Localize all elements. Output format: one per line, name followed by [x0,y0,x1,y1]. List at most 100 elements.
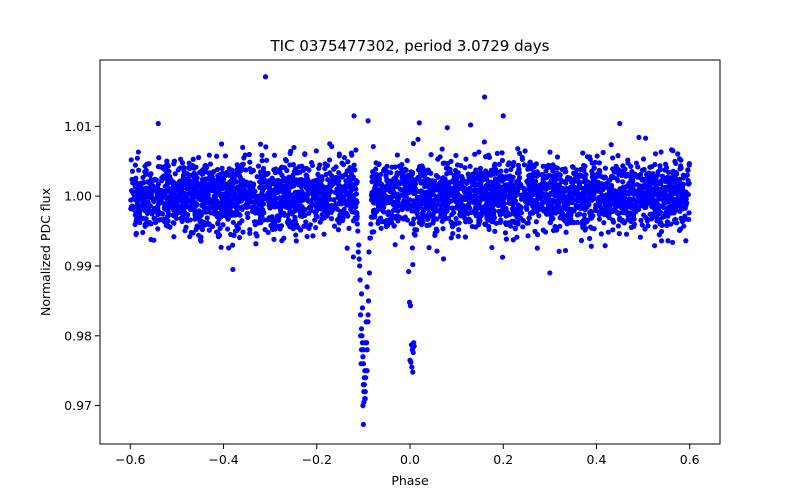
baseline-data-point [322,194,328,201]
baseline-data-point [369,179,375,185]
baseline-data-point [271,236,277,242]
baseline-data-point [417,188,423,195]
baseline-data-point [600,149,606,156]
x-tick-label: 0.6 [680,452,700,467]
baseline-data-point [247,227,253,233]
baseline-data-point [658,149,664,155]
baseline-data-point [475,172,482,178]
baseline-data-point [254,193,261,199]
baseline-data-point [164,180,171,186]
baseline-data-point [435,202,441,208]
baseline-data-point [442,205,448,211]
baseline-data-point [640,156,647,162]
baseline-data-point [172,171,178,177]
baseline-data-point [151,196,157,202]
baseline-data-point [312,202,318,208]
baseline-data-point [322,161,328,167]
baseline-data-point [574,212,581,218]
baseline-data-point [158,216,164,223]
baseline-data-point [619,217,626,224]
baseline-data-point [283,158,289,164]
baseline-data-point [478,184,484,190]
baseline-data-point [176,183,182,189]
baseline-data-point [383,174,389,180]
baseline-data-point [271,152,278,158]
baseline-data-point [529,199,536,205]
transit-data-point [361,389,367,395]
baseline-data-point [620,184,626,190]
outlier-data-point [481,94,488,100]
baseline-data-point [556,209,562,215]
outlier-data-point [617,120,623,127]
baseline-data-point [176,179,182,185]
baseline-data-point [341,211,347,217]
baseline-data-point [636,198,642,204]
baseline-data-point [478,206,485,212]
baseline-data-point [184,218,191,224]
baseline-data-point [633,160,640,166]
baseline-data-point [166,212,172,218]
baseline-data-point [244,197,251,204]
baseline-data-point [408,183,414,189]
baseline-data-point [587,224,594,230]
baseline-data-point [351,192,358,198]
baseline-data-point [389,164,395,170]
baseline-data-point [310,233,316,239]
baseline-data-point [564,176,570,182]
baseline-data-point [651,200,657,206]
baseline-data-point [250,167,256,174]
baseline-data-point [522,148,528,154]
baseline-data-point [652,243,658,249]
baseline-data-point [281,175,287,181]
baseline-data-point [639,177,645,183]
baseline-data-point [454,198,460,204]
y-tick-label: 0.98 [64,328,92,343]
baseline-data-point [375,219,382,226]
baseline-data-point [395,193,401,199]
outlier-data-point [547,270,553,276]
transit-data-point [356,256,362,262]
baseline-data-point [213,178,219,185]
baseline-data-point [686,210,692,216]
baseline-data-point [598,231,604,237]
baseline-data-point [353,147,359,153]
baseline-data-point [559,188,565,194]
transit-data-point [355,228,361,234]
baseline-data-point [249,208,255,214]
baseline-data-point [492,176,498,182]
baseline-data-point [344,245,350,251]
baseline-data-point [373,177,379,183]
baseline-data-point [515,221,521,227]
baseline-data-point [481,139,487,145]
baseline-data-point [433,206,439,212]
transit-data-point [360,354,366,360]
baseline-data-point [282,196,289,202]
baseline-data-point [686,216,692,223]
baseline-data-point [554,154,561,160]
baseline-data-point [571,192,577,198]
baseline-data-point [534,232,541,238]
transit-data-point [357,263,363,269]
baseline-data-point [489,203,495,210]
baseline-data-point [639,167,645,173]
baseline-data-point [161,173,167,179]
data-points [128,74,692,428]
baseline-data-point [277,204,283,210]
baseline-data-point [450,231,456,237]
baseline-data-point [493,220,499,226]
baseline-data-point [408,187,414,193]
baseline-data-point [399,234,405,240]
baseline-data-point [212,195,218,201]
baseline-data-point [517,150,523,156]
baseline-data-point [492,228,498,234]
baseline-data-point [287,162,293,168]
baseline-data-point [328,182,334,188]
baseline-data-point [506,187,512,193]
baseline-data-point [451,210,457,216]
baseline-data-point [279,238,285,244]
baseline-data-point [667,188,673,194]
baseline-data-point [550,162,556,168]
baseline-data-point [406,202,412,208]
baseline-data-point [258,198,264,205]
